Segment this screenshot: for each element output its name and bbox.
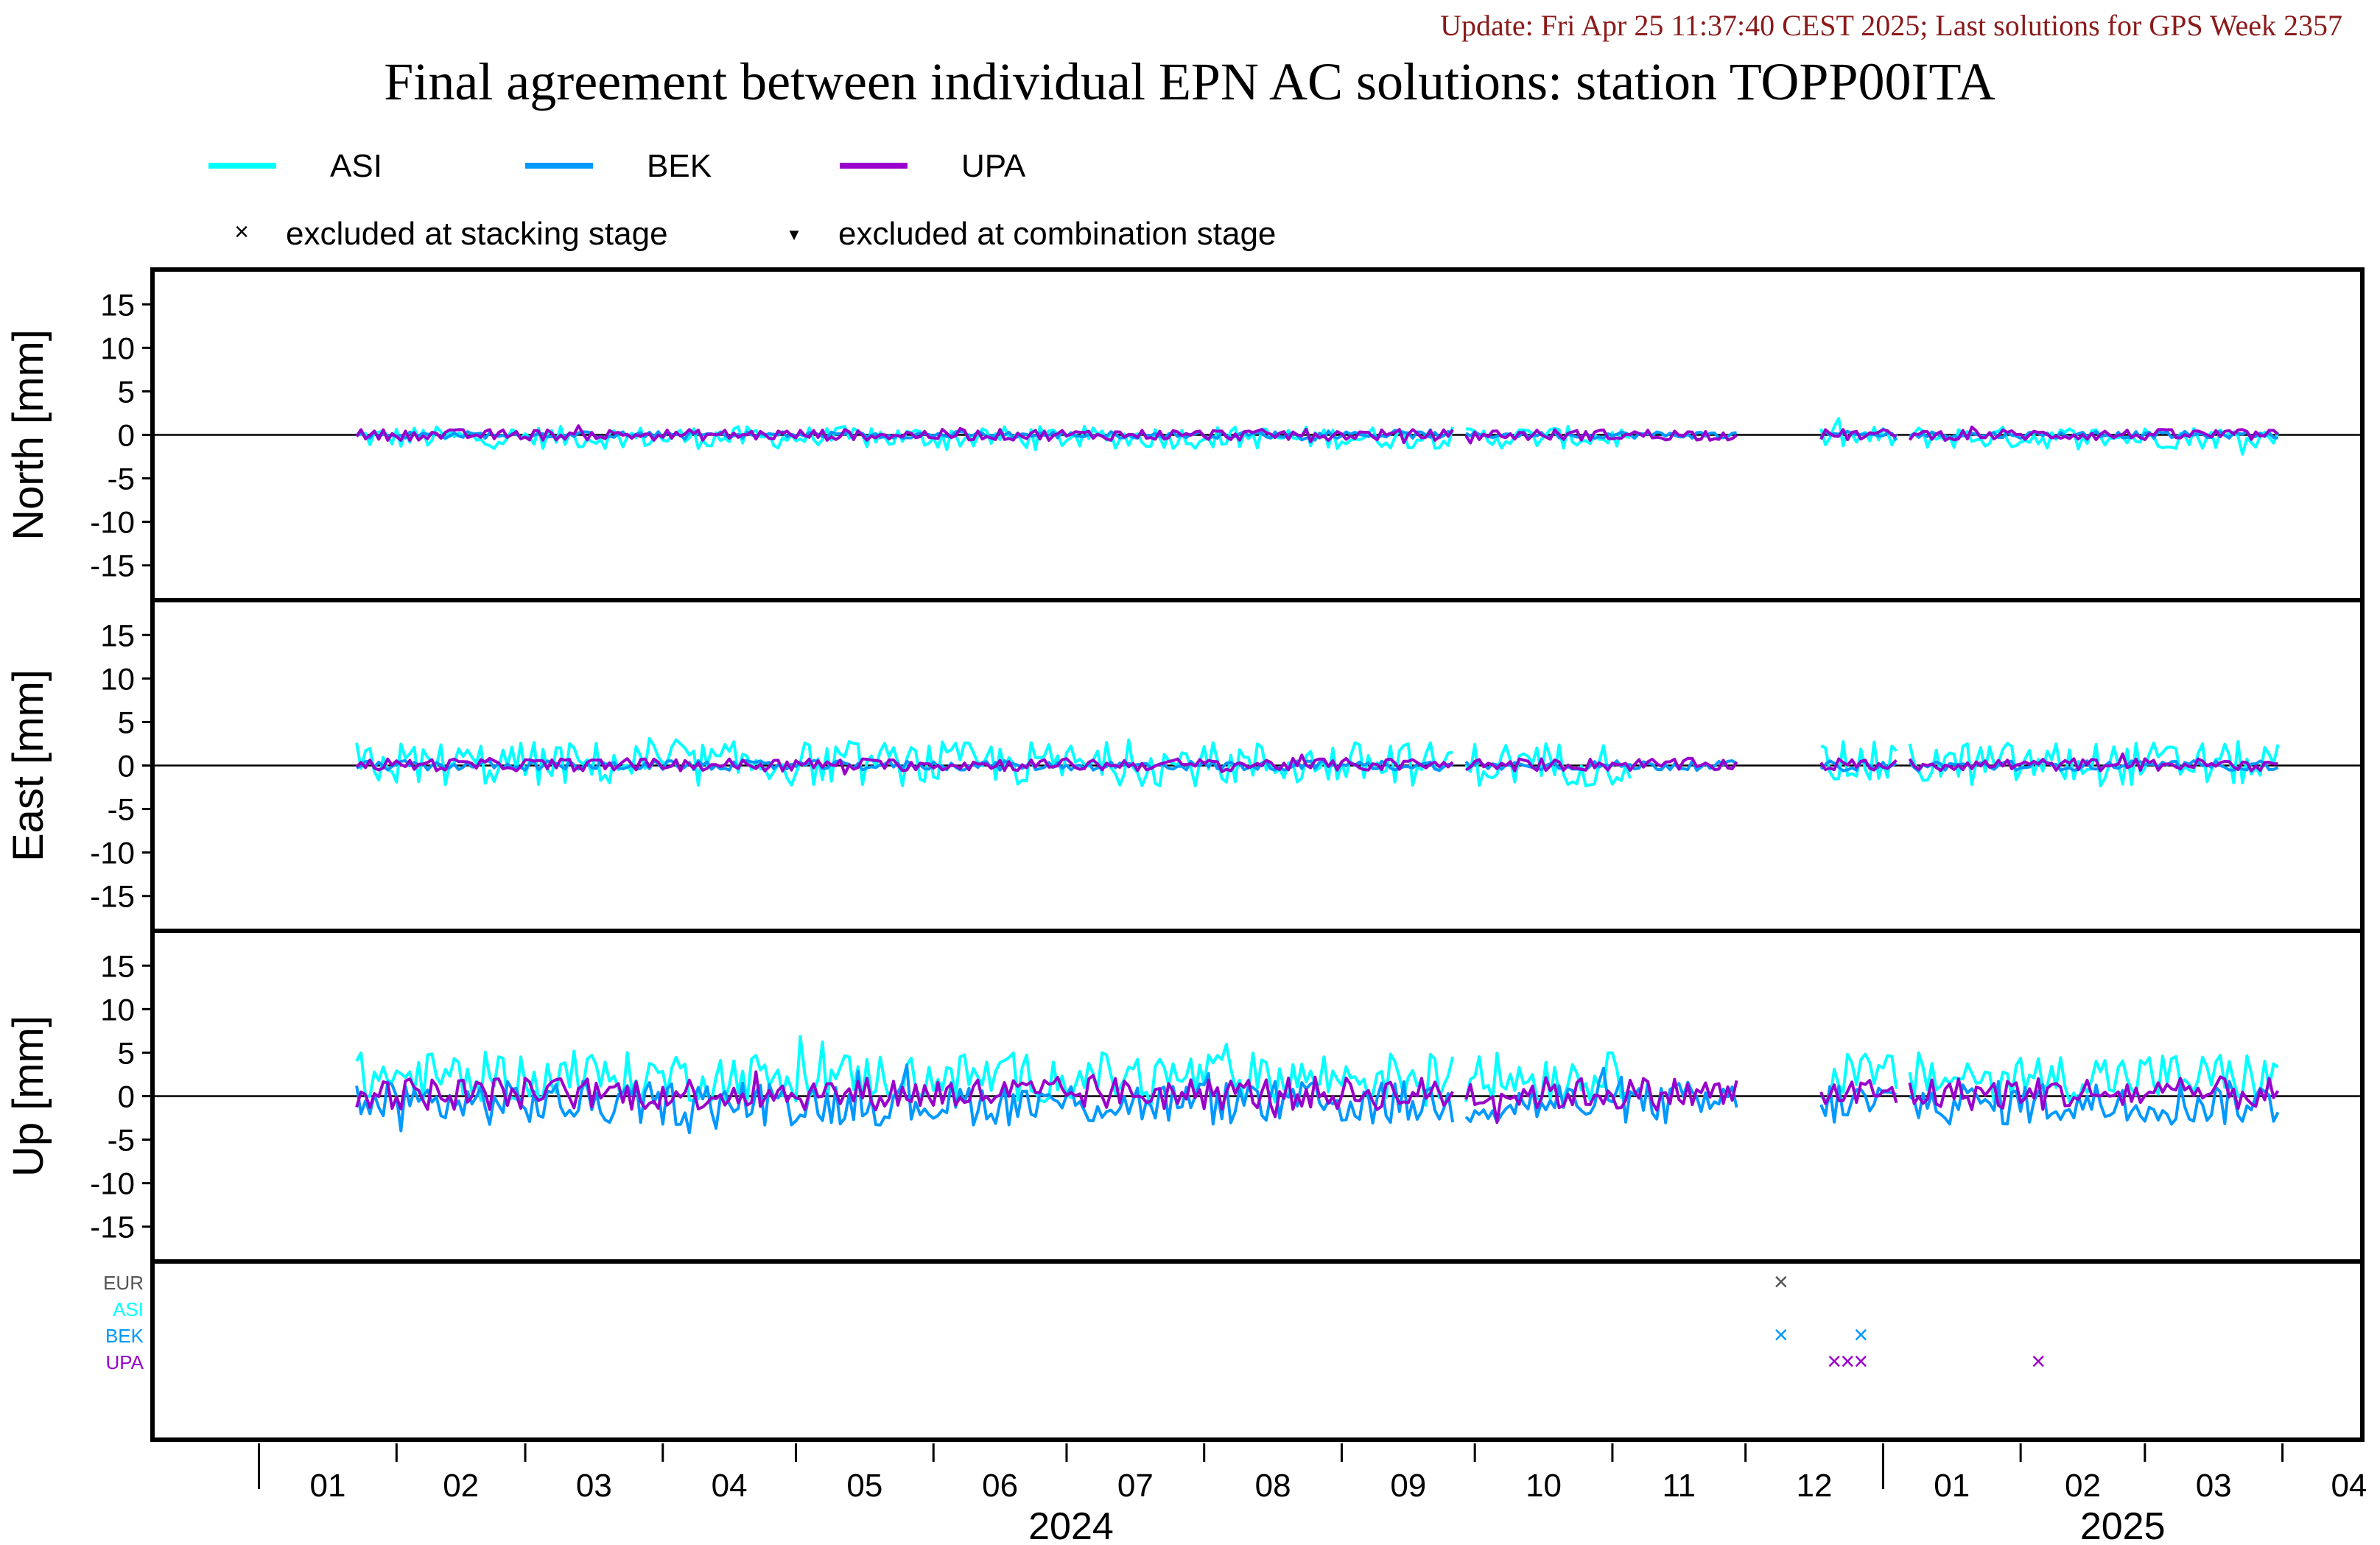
exclusion-row-label: UPA bbox=[105, 1351, 144, 1373]
y-tick-label: 5 bbox=[118, 705, 135, 739]
y-tick-label: 15 bbox=[100, 618, 135, 652]
y-tick-label: 5 bbox=[118, 1035, 135, 1070]
y-tick-label: -5 bbox=[108, 462, 135, 496]
east-panel: 15 10 5 0 -5 -10 -15 East [mm] bbox=[4, 598, 2365, 933]
exclusion-row-label: ASI bbox=[113, 1298, 144, 1320]
y-tick-label: -10 bbox=[90, 505, 135, 540]
x-tick-label: 10 bbox=[1526, 1468, 1562, 1504]
series-line-upa bbox=[1819, 1075, 2280, 1111]
exclusion-marker: × bbox=[1827, 1348, 1842, 1376]
exclusion-marker: × bbox=[1853, 1348, 1868, 1376]
x-tick-label: 03 bbox=[576, 1468, 612, 1504]
x-tick-label: 01 bbox=[1934, 1468, 1970, 1504]
year-label: 2025 bbox=[2080, 1505, 2166, 1545]
x-axis: 01 02 03 04 05 06 07 08 09 10 11 12 01 02 03 04 2024 2025 bbox=[258, 1443, 2367, 1545]
series-line-upa bbox=[1819, 425, 2279, 442]
exclusion-row-label: EUR bbox=[103, 1272, 144, 1294]
combination-marker-icon: ▼ bbox=[786, 225, 802, 244]
x-tick-label: 02 bbox=[2065, 1468, 2101, 1504]
chart-title: Final agreement between individual EPN A… bbox=[384, 52, 1995, 111]
x-tick-label: 01 bbox=[309, 1468, 345, 1504]
combination-label: excluded at combination stage bbox=[838, 216, 1276, 252]
legend: ASI BEK UPA × excluded at stacking stage… bbox=[208, 148, 1276, 252]
x-tick-label: 07 bbox=[1117, 1468, 1154, 1504]
series-line-asi bbox=[1819, 1051, 2279, 1104]
x-tick-label: 04 bbox=[712, 1468, 748, 1504]
x-tick-label: 06 bbox=[982, 1468, 1018, 1504]
y-tick-label: 0 bbox=[118, 418, 135, 453]
x-tick-label: 08 bbox=[1255, 1468, 1291, 1504]
exclusion-row-label: BEK bbox=[105, 1325, 144, 1347]
y-tick-label: -5 bbox=[108, 1123, 135, 1158]
y-tick-label: 10 bbox=[100, 331, 135, 365]
y-tick-label: -5 bbox=[108, 792, 135, 827]
y-tick-label: -15 bbox=[90, 1210, 135, 1245]
north-panel: 15 10 5 0 -5 -10 -15 North [mm] bbox=[4, 267, 2365, 602]
update-text: Update: Fri Apr 25 11:37:40 CEST 2025; L… bbox=[1440, 9, 2342, 42]
y-tick-label: 5 bbox=[118, 374, 135, 409]
exclusion-marker: × bbox=[1840, 1348, 1855, 1376]
legend-item-asi: ASI bbox=[208, 148, 382, 184]
y-tick-label: 10 bbox=[100, 992, 135, 1027]
y-axis-label: Up [mm] bbox=[4, 1016, 52, 1177]
legend-item-bek: BEK bbox=[525, 148, 712, 184]
y-tick-label: -15 bbox=[90, 549, 135, 583]
x-tick-label: 04 bbox=[2331, 1468, 2367, 1504]
y-tick-label: 15 bbox=[100, 287, 135, 322]
x-tick-label: 11 bbox=[1662, 1468, 1696, 1504]
y-tick-label: -15 bbox=[90, 879, 135, 914]
y-tick-label: 0 bbox=[118, 749, 135, 784]
legend-label-asi: ASI bbox=[330, 148, 382, 184]
y-tick-label: 10 bbox=[100, 661, 135, 696]
y-axis-label: East [mm] bbox=[4, 669, 52, 862]
exclusion-marker: × bbox=[1774, 1321, 1788, 1349]
exclusion-marker: × bbox=[1774, 1268, 1788, 1296]
y-tick-label: 0 bbox=[118, 1080, 135, 1114]
x-tick-label: 02 bbox=[443, 1468, 479, 1504]
year-label: 2024 bbox=[1028, 1505, 1114, 1545]
series-line-upa bbox=[355, 1070, 1738, 1125]
y-tick-label: 15 bbox=[100, 949, 135, 983]
legend-item-upa: UPA bbox=[840, 148, 1026, 184]
exclusion-marker: × bbox=[2031, 1348, 2046, 1376]
series-line-upa bbox=[355, 424, 1738, 445]
x-tick-label: 09 bbox=[1390, 1468, 1426, 1504]
y-axis-label: North [mm] bbox=[4, 329, 52, 541]
legend-label-upa: UPA bbox=[961, 148, 1026, 184]
legend-label-bek: BEK bbox=[647, 148, 712, 184]
x-tick-label: 05 bbox=[846, 1468, 882, 1504]
x-tick-label: 12 bbox=[1797, 1468, 1833, 1504]
series-line-upa bbox=[1819, 752, 2278, 772]
y-tick-label: -10 bbox=[90, 836, 135, 870]
y-tick-label: -10 bbox=[90, 1166, 135, 1201]
panel-frame bbox=[150, 1259, 2365, 1442]
x-tick-label: 03 bbox=[2196, 1468, 2232, 1504]
stacking-marker-icon: × bbox=[234, 218, 249, 246]
series-line-upa bbox=[355, 753, 1738, 776]
exclusion-marker: × bbox=[1853, 1321, 1868, 1349]
up-panel: 15 10 5 0 -5 -10 -15 Up [mm] bbox=[4, 929, 2365, 1264]
stacking-label: excluded at stacking stage bbox=[286, 216, 668, 252]
